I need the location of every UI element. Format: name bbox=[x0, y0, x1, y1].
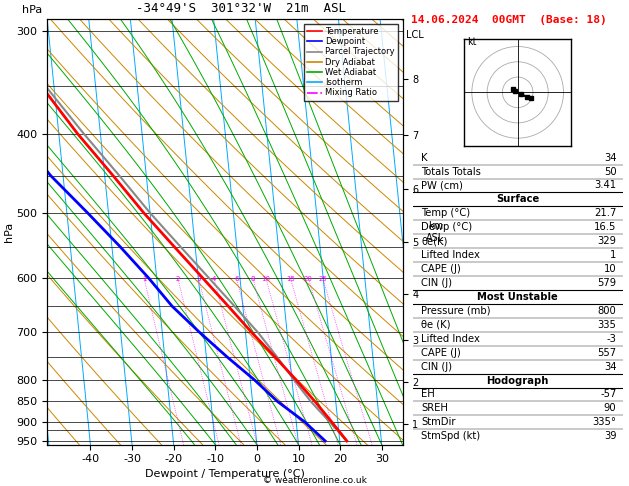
Text: 50: 50 bbox=[604, 167, 616, 176]
Text: 6: 6 bbox=[234, 276, 238, 282]
Text: 39: 39 bbox=[604, 431, 616, 441]
Text: 10: 10 bbox=[261, 276, 270, 282]
Text: -34°49'S  301°32'W  21m  ASL: -34°49'S 301°32'W 21m ASL bbox=[136, 2, 346, 15]
Text: 20: 20 bbox=[304, 276, 313, 282]
Y-axis label: hPa: hPa bbox=[4, 222, 14, 242]
Text: 329: 329 bbox=[598, 236, 616, 246]
Text: Most Unstable: Most Unstable bbox=[477, 292, 558, 302]
Text: K: K bbox=[421, 153, 428, 163]
Text: Surface: Surface bbox=[496, 194, 539, 205]
Text: 16.5: 16.5 bbox=[594, 222, 616, 232]
Text: 25: 25 bbox=[318, 276, 327, 282]
Y-axis label: km
ASL: km ASL bbox=[426, 221, 444, 243]
Text: Temp (°C): Temp (°C) bbox=[421, 208, 470, 218]
Text: 3.41: 3.41 bbox=[594, 180, 616, 191]
Text: CAPE (J): CAPE (J) bbox=[421, 264, 461, 274]
Text: 90: 90 bbox=[604, 403, 616, 414]
Text: 335: 335 bbox=[598, 320, 616, 330]
Text: Totals Totals: Totals Totals bbox=[421, 167, 481, 176]
Text: θe(K): θe(K) bbox=[421, 236, 447, 246]
Text: 800: 800 bbox=[598, 306, 616, 316]
X-axis label: Dewpoint / Temperature (°C): Dewpoint / Temperature (°C) bbox=[145, 469, 305, 479]
Text: 14.06.2024  00GMT  (Base: 18): 14.06.2024 00GMT (Base: 18) bbox=[411, 15, 606, 25]
Text: 34: 34 bbox=[604, 362, 616, 372]
Text: 21.7: 21.7 bbox=[594, 208, 616, 218]
Text: kt: kt bbox=[467, 37, 477, 47]
Text: Dewp (°C): Dewp (°C) bbox=[421, 222, 472, 232]
Text: PW (cm): PW (cm) bbox=[421, 180, 463, 191]
Text: 3: 3 bbox=[196, 276, 201, 282]
Text: LCL: LCL bbox=[406, 30, 424, 39]
Text: 34: 34 bbox=[604, 153, 616, 163]
Text: Lifted Index: Lifted Index bbox=[421, 250, 480, 260]
Text: 579: 579 bbox=[598, 278, 616, 288]
Text: 15: 15 bbox=[286, 276, 295, 282]
Text: StmSpd (kt): StmSpd (kt) bbox=[421, 431, 480, 441]
Text: 1: 1 bbox=[142, 276, 146, 282]
Text: SREH: SREH bbox=[421, 403, 448, 414]
Text: Lifted Index: Lifted Index bbox=[421, 334, 480, 344]
Text: 335°: 335° bbox=[593, 417, 616, 427]
Text: 557: 557 bbox=[598, 347, 616, 358]
Text: Hodograph: Hodograph bbox=[486, 376, 549, 385]
Text: -3: -3 bbox=[606, 334, 616, 344]
Text: 10: 10 bbox=[604, 264, 616, 274]
Legend: Temperature, Dewpoint, Parcel Trajectory, Dry Adiabat, Wet Adiabat, Isotherm, Mi: Temperature, Dewpoint, Parcel Trajectory… bbox=[304, 24, 398, 101]
Text: CAPE (J): CAPE (J) bbox=[421, 347, 461, 358]
Text: -57: -57 bbox=[600, 389, 616, 399]
Text: hPa: hPa bbox=[22, 5, 43, 15]
Text: CIN (J): CIN (J) bbox=[421, 362, 452, 372]
Text: 8: 8 bbox=[250, 276, 255, 282]
Text: © weatheronline.co.uk: © weatheronline.co.uk bbox=[262, 476, 367, 485]
Text: 2: 2 bbox=[175, 276, 180, 282]
Text: 1: 1 bbox=[610, 250, 616, 260]
Text: EH: EH bbox=[421, 389, 435, 399]
Text: CIN (J): CIN (J) bbox=[421, 278, 452, 288]
Text: Pressure (mb): Pressure (mb) bbox=[421, 306, 491, 316]
Text: 4: 4 bbox=[212, 276, 216, 282]
Text: StmDir: StmDir bbox=[421, 417, 455, 427]
Text: θe (K): θe (K) bbox=[421, 320, 450, 330]
